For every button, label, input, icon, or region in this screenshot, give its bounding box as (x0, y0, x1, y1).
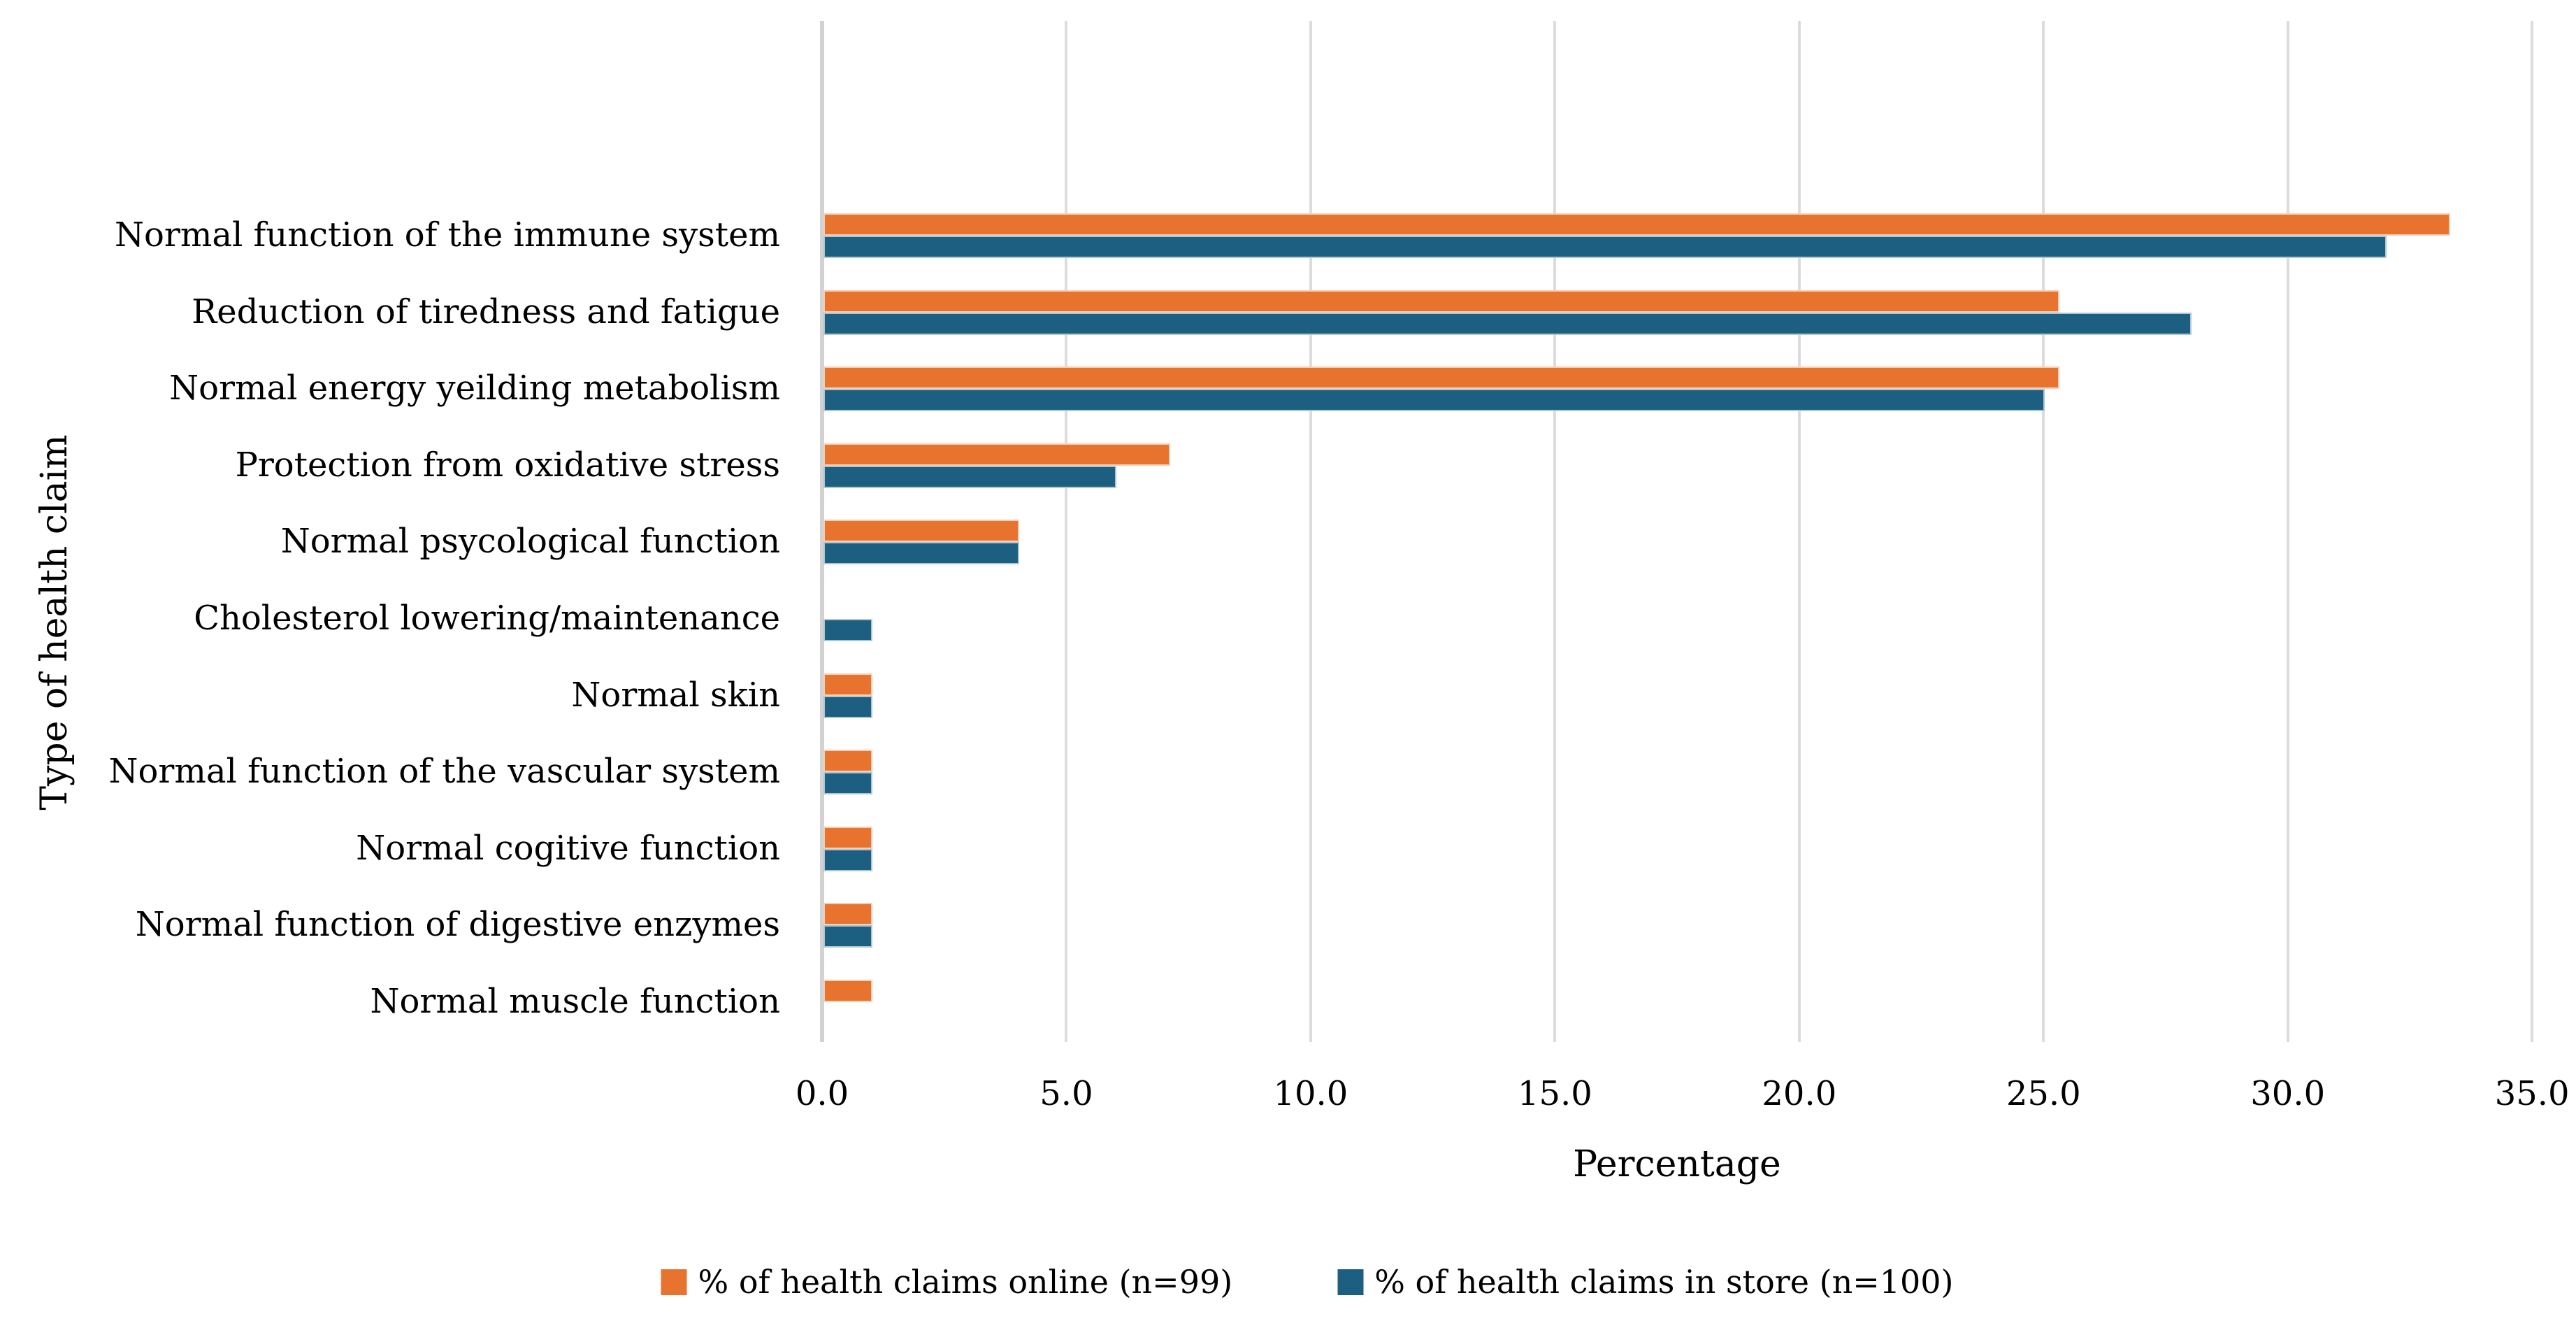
bar-online (823, 290, 2060, 313)
bar-online (823, 520, 1019, 543)
legend-label: % of health claims online (n=99) (698, 1263, 1233, 1301)
category-label: Normal energy yeilding metabolism (169, 369, 780, 408)
category-label: Normal function of digestive enzymes (135, 905, 780, 945)
legend: % of health claims online (n=99) % of hea… (661, 1263, 1953, 1301)
bar-in-store (823, 236, 2387, 258)
bar-online (823, 750, 872, 773)
gridline (1553, 21, 1557, 1042)
bar-in-store (823, 389, 2045, 412)
gridline (1309, 21, 1312, 1042)
legend-swatch-icon (661, 1269, 687, 1295)
gridline (2042, 21, 2045, 1042)
bar-in-store (823, 619, 872, 641)
bar-in-store (823, 695, 872, 718)
category-label: Cholesterol lowering/maintenance (194, 599, 780, 638)
category-label: Normal muscle function (370, 982, 780, 1022)
gridline (2286, 21, 2289, 1042)
x-tick-label: 30.0 (2250, 1074, 2326, 1113)
category-label: Normal function of the vascular system (108, 752, 781, 792)
x-tick-label: 25.0 (2006, 1074, 2081, 1113)
category-label: Normal psycological function (280, 522, 780, 562)
category-label: Protection from oxidative stress (235, 445, 780, 485)
bar-in-store (823, 465, 1117, 488)
bar-in-store (823, 848, 872, 871)
x-axis-title: Percentage (1573, 1143, 1781, 1185)
gridline (1797, 21, 1801, 1042)
bar-online (823, 213, 2451, 236)
y-axis-line (820, 21, 824, 1042)
legend-item-in-store: % of health claims in store (n=100) (1337, 1266, 1953, 1298)
x-tick-label: 35.0 (2494, 1074, 2570, 1113)
bar-in-store (823, 312, 2192, 335)
legend-swatch-icon (1337, 1269, 1364, 1295)
bar-online (823, 903, 872, 926)
category-label: Normal cogitive function (356, 828, 780, 868)
x-tick-label: 0.0 (795, 1074, 849, 1113)
bar-online (823, 826, 872, 849)
category-label: Normal skin (571, 675, 780, 715)
legend-label: % of health claims in store (n=100) (1374, 1263, 1954, 1301)
x-tick-label: 15.0 (1517, 1074, 1592, 1113)
bar-online (823, 443, 1171, 466)
gridline (2531, 21, 2534, 1042)
x-tick-label: 10.0 (1273, 1074, 1348, 1113)
bar-online (823, 980, 872, 1002)
bar-in-store (823, 542, 1019, 565)
category-label: Normal function of the immune system (114, 215, 780, 255)
x-tick-label: 5.0 (1039, 1074, 1093, 1113)
y-axis-title: Type of health claim (34, 434, 75, 811)
bar-online (823, 673, 872, 696)
bar-online (823, 366, 2060, 390)
gridline (1065, 21, 1068, 1042)
category-label: Reduction of tiredness and fatigue (192, 292, 780, 331)
bar-in-store (823, 772, 872, 795)
x-tick-label: 20.0 (1762, 1074, 1837, 1113)
bar-in-store (823, 925, 872, 948)
legend-item-online: % of health claims online (n=99) (661, 1263, 1233, 1301)
